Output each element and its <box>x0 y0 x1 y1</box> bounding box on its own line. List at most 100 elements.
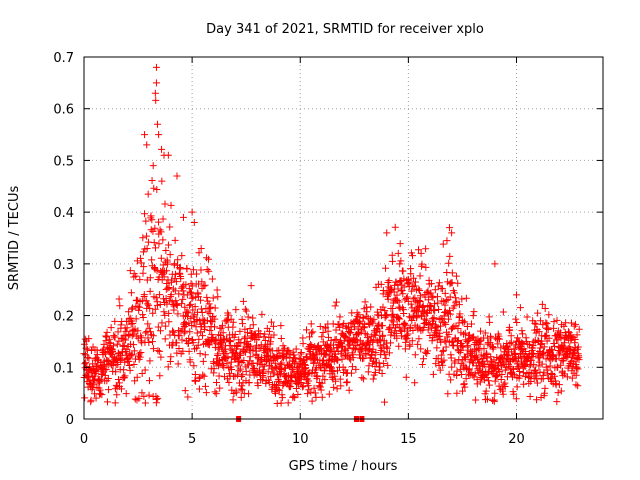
data-point <box>162 322 170 330</box>
data-point <box>391 223 399 231</box>
data-point <box>570 322 578 330</box>
data-point <box>228 366 236 374</box>
data-point <box>171 236 179 244</box>
data-point <box>286 350 294 358</box>
y-tick-label: 0.6 <box>53 103 74 118</box>
data-point <box>546 362 554 370</box>
data-point <box>197 328 205 336</box>
data-point <box>311 389 319 397</box>
data-point <box>126 366 134 374</box>
data-point <box>277 399 285 407</box>
data-point <box>132 272 140 280</box>
data-point <box>245 379 253 387</box>
data-point <box>216 384 224 392</box>
data-point <box>249 314 257 322</box>
data-point <box>149 162 157 170</box>
data-point <box>161 200 169 208</box>
data-point <box>416 287 424 295</box>
data-point <box>205 255 213 263</box>
data-point <box>239 297 247 305</box>
data-point <box>572 381 580 389</box>
data-point <box>186 328 194 336</box>
data-point <box>552 332 560 340</box>
data-point <box>155 131 163 139</box>
data-point <box>411 351 419 359</box>
data-point <box>176 264 184 272</box>
data-point <box>156 300 164 308</box>
data-point <box>82 359 90 367</box>
data-point <box>195 374 203 382</box>
x-axis-label: GPS time / hours <box>289 459 398 474</box>
data-point <box>139 248 147 256</box>
data-point <box>200 282 208 290</box>
data-point <box>500 381 508 389</box>
data-point <box>189 339 197 347</box>
data-point <box>273 381 281 389</box>
data-point <box>173 339 181 347</box>
data-point <box>271 389 279 397</box>
data-point <box>407 300 415 308</box>
data-point <box>319 329 327 337</box>
data-point <box>379 331 387 339</box>
data-point <box>147 328 155 336</box>
data-point <box>113 391 121 399</box>
data-point <box>527 356 535 364</box>
data-point <box>157 228 165 236</box>
data-point <box>460 330 468 338</box>
data-point <box>483 351 491 359</box>
data-point <box>383 311 391 319</box>
data-point <box>308 370 316 378</box>
data-point <box>264 368 272 376</box>
data-point <box>447 354 455 362</box>
data-point <box>161 311 169 319</box>
data-point <box>455 301 463 309</box>
data-point <box>468 320 476 328</box>
data-point <box>452 297 460 305</box>
data-point <box>542 319 550 327</box>
data-point <box>254 382 262 390</box>
data-point <box>132 315 140 323</box>
data-point <box>211 388 219 396</box>
data-point <box>265 327 273 335</box>
data-point <box>414 340 422 348</box>
data-point <box>367 303 375 311</box>
data-point <box>97 390 105 398</box>
data-point <box>249 321 257 329</box>
data-point <box>89 360 97 368</box>
data-point <box>84 372 92 380</box>
data-point <box>166 223 174 231</box>
data-point <box>570 347 578 355</box>
data-point <box>224 353 232 361</box>
data-point <box>295 355 303 363</box>
data-point <box>561 344 569 352</box>
data-point <box>130 347 138 355</box>
data-point <box>172 301 180 309</box>
data-point <box>436 329 444 337</box>
data-point <box>145 324 153 332</box>
data-point <box>147 331 155 339</box>
data-point <box>105 335 113 343</box>
data-point <box>476 340 484 348</box>
data-point <box>259 366 267 374</box>
data-point <box>208 275 216 283</box>
data-point <box>244 313 252 321</box>
data-point <box>570 348 578 356</box>
data-point <box>545 334 553 342</box>
data-point <box>325 352 333 360</box>
data-point <box>485 381 493 389</box>
data-point <box>463 337 471 345</box>
data-point <box>190 218 198 226</box>
data-point <box>317 386 325 394</box>
data-point <box>395 298 403 306</box>
data-point <box>222 317 230 325</box>
data-point <box>330 383 338 391</box>
data-point <box>533 369 541 377</box>
data-point <box>460 380 468 388</box>
data-point <box>536 354 544 362</box>
data-point <box>391 324 399 332</box>
data-point <box>289 392 297 400</box>
data-point <box>348 369 356 377</box>
data-point <box>278 359 286 367</box>
data-point <box>122 390 130 398</box>
data-point <box>154 394 162 402</box>
